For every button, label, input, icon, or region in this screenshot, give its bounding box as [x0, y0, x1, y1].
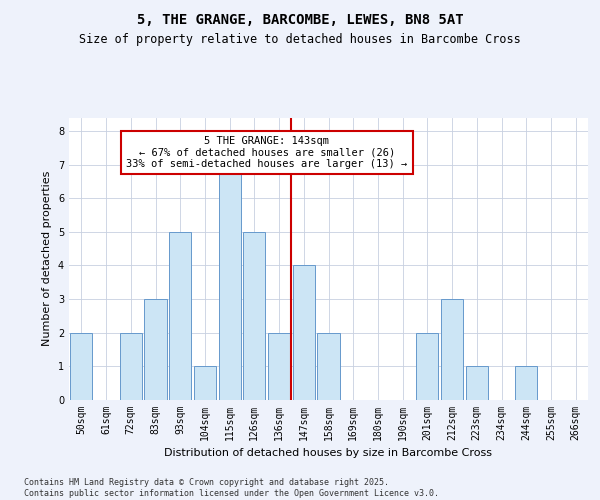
Bar	[317, 332, 340, 400]
Text: Contains HM Land Registry data © Crown copyright and database right 2025.
Contai: Contains HM Land Registry data © Crown c…	[24, 478, 439, 498]
Bar	[293, 266, 315, 400]
Bar	[70, 332, 92, 400]
Bar	[218, 164, 241, 400]
Bar	[268, 332, 290, 400]
Bar	[466, 366, 488, 400]
Text: Size of property relative to detached houses in Barcombe Cross: Size of property relative to detached ho…	[79, 32, 521, 46]
X-axis label: Distribution of detached houses by size in Barcombe Cross: Distribution of detached houses by size …	[164, 448, 493, 458]
Bar	[243, 232, 265, 400]
Bar	[515, 366, 538, 400]
Bar	[119, 332, 142, 400]
Bar	[441, 299, 463, 400]
Y-axis label: Number of detached properties: Number of detached properties	[43, 171, 52, 346]
Text: 5 THE GRANGE: 143sqm
← 67% of detached houses are smaller (26)
33% of semi-detac: 5 THE GRANGE: 143sqm ← 67% of detached h…	[126, 136, 407, 169]
Bar	[194, 366, 216, 400]
Text: 5, THE GRANGE, BARCOMBE, LEWES, BN8 5AT: 5, THE GRANGE, BARCOMBE, LEWES, BN8 5AT	[137, 12, 463, 26]
Bar	[145, 299, 167, 400]
Bar	[416, 332, 439, 400]
Bar	[169, 232, 191, 400]
